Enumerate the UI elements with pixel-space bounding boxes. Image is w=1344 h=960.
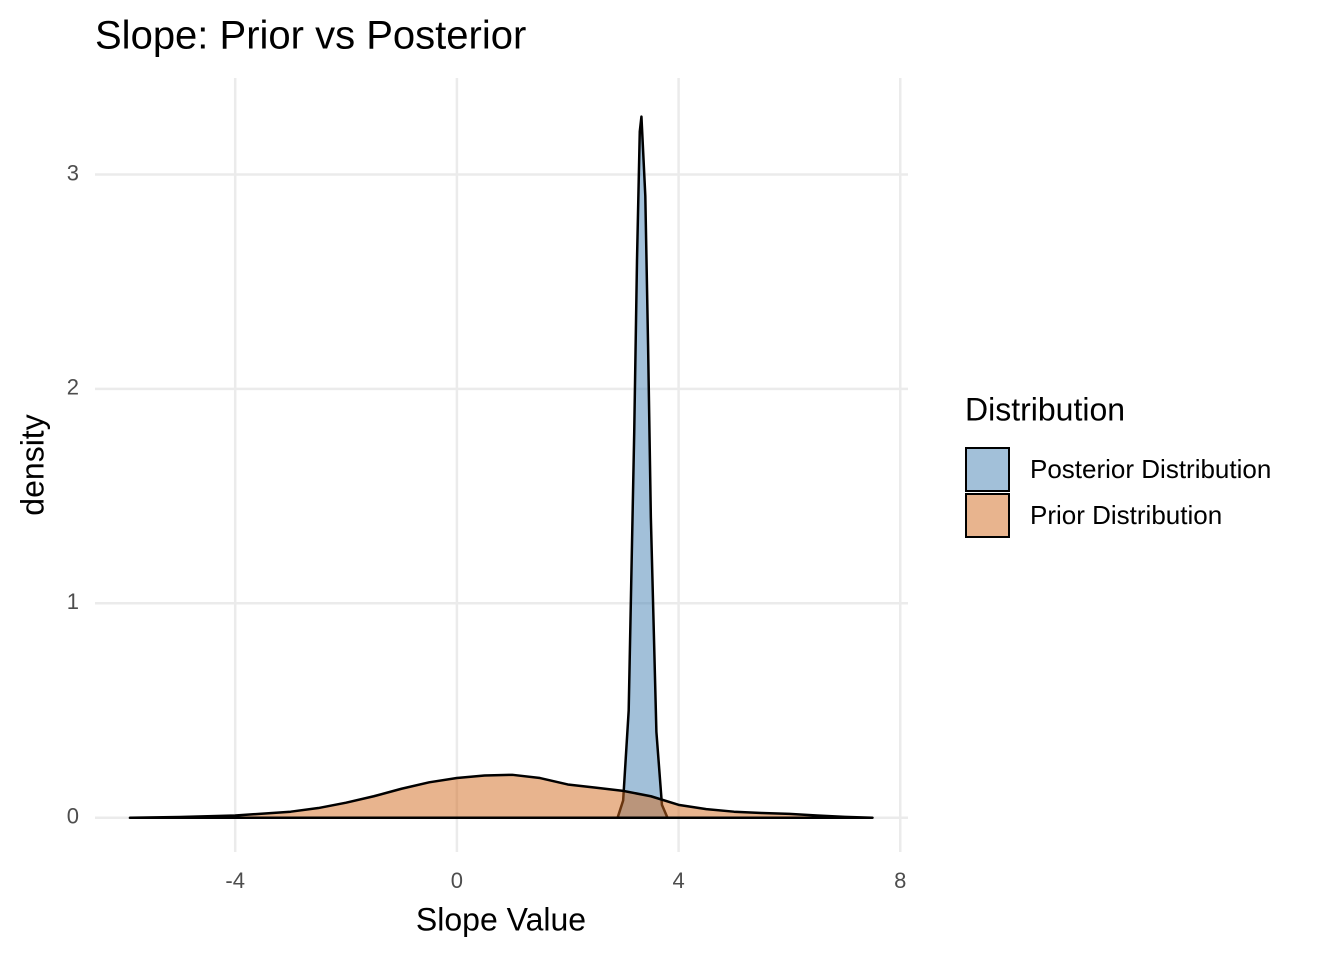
- y-axis-title: density: [14, 414, 50, 515]
- x-tick-label: 8: [894, 868, 906, 893]
- chart-title: Slope: Prior vs Posterior: [95, 14, 526, 58]
- legend-label: Prior Distribution: [1030, 500, 1222, 530]
- density-area: [128, 773, 874, 819]
- x-tick-label: -4: [225, 868, 245, 893]
- y-tick-label: 2: [67, 375, 79, 400]
- legend-title: Distribution: [965, 391, 1125, 427]
- x-tick-label: 0: [451, 868, 463, 893]
- legend-key: [965, 493, 1010, 538]
- x-tick-label: 4: [672, 868, 684, 893]
- legend-label: Posterior Distribution: [1030, 454, 1271, 484]
- x-axis-title: Slope Value: [416, 901, 586, 937]
- y-tick-label: 0: [67, 804, 79, 829]
- legend-key: [965, 447, 1010, 492]
- y-tick-label: 3: [67, 160, 79, 185]
- density-area: [616, 115, 669, 819]
- y-tick-label: 1: [67, 589, 79, 614]
